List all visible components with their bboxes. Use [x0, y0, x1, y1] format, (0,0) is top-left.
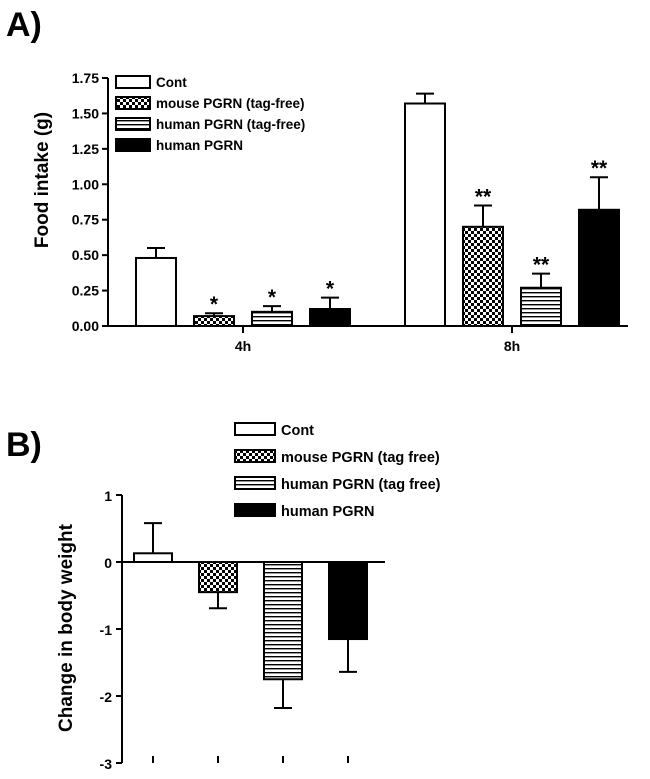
panel-a-y-tick-label: 0.75: [72, 212, 99, 228]
panel-b-bar: [133, 552, 173, 563]
panel-a-bar: [462, 225, 504, 327]
panel-a-y-tick-label: 1.75: [72, 70, 99, 86]
panel-b-legend-label: mouse PGRN (tag free): [281, 450, 440, 466]
panel-a-legend: Cont mouse PGRN (tag-free) human PGRN (tag…: [115, 75, 305, 153]
panel-a: A) Food intake (g) 0.00 0.25 0.50 0.75 1.00 1…: [6, 6, 628, 354]
panel-a-y-tick-label: 1.50: [72, 105, 99, 121]
panel-b-ylabel: Change in body weight: [56, 523, 77, 732]
panel-b-y-tick-label: -2: [100, 689, 113, 705]
panel-a-x-tick-label: 4h: [235, 338, 251, 354]
panel-a-y-tick-label: 0.00: [72, 318, 99, 334]
panel-a-legend-swatch: [115, 75, 151, 89]
panel-a-bar: [251, 310, 293, 328]
panel-a-ylabel: Food intake (g): [32, 112, 53, 248]
panel-a-legend-swatch: [115, 117, 151, 131]
panel-b-y-tick-label: 1: [104, 488, 112, 504]
panel-a-significance: **: [475, 186, 492, 209]
panel-b: B) Change in body weight 1 0 -1 -2 -3 Cont mo…: [6, 422, 441, 772]
panel-a-legend-label: human PGRN: [156, 138, 243, 153]
panel-a-bar: [578, 208, 620, 327]
panel-a-significance: *: [326, 278, 335, 301]
panel-b-legend-swatch: [234, 503, 276, 517]
panel-a-significance: **: [533, 254, 550, 277]
panel-b-legend-label: human PGRN: [281, 504, 374, 520]
panel-b-label: B): [6, 426, 42, 464]
panel-b-legend-swatch: [234, 449, 276, 463]
panel-a-x-tick-label: 8h: [504, 338, 520, 354]
panel-a-bar: [135, 256, 177, 327]
panel-a-label: A): [6, 6, 42, 44]
panel-a-y-tick-label: 1.00: [72, 176, 99, 192]
panel-b-y-tick-label: -1: [100, 622, 113, 638]
panel-b-legend-swatch: [234, 476, 276, 490]
panel-b-plot: 1 0 -1 -2 -3: [100, 488, 385, 772]
panel-a-bar: [404, 102, 446, 327]
panel-b-bar: [198, 561, 238, 594]
panel-a-bar: [520, 286, 562, 328]
panel-a-bar: [309, 307, 351, 328]
panel-a-bar: [193, 315, 235, 327]
panel-a-y-tick-label: 1.25: [72, 141, 99, 157]
panel-a-y-tick-label: 0.50: [72, 247, 99, 263]
panel-b-bar: [328, 561, 368, 641]
panel-b-bar: [263, 561, 303, 681]
panel-b-legend: Cont mouse PGRN (tag free) human PGRN (tag…: [234, 422, 441, 520]
panel-a-significance: *: [268, 286, 277, 309]
panel-b-y-tick-label: 0: [104, 555, 112, 571]
panel-a-y-tick-label: 0.25: [72, 283, 99, 299]
panel-a-legend-label: human PGRN (tag-free): [156, 117, 305, 132]
panel-b-legend-label: human PGRN (tag free): [281, 477, 441, 493]
panel-a-legend-swatch: [115, 138, 151, 152]
panel-a-legend-label: mouse PGRN (tag-free): [156, 96, 305, 111]
panel-a-significance: *: [210, 293, 219, 316]
panel-b-y-tick-label: -3: [100, 756, 113, 772]
panel-a-legend-swatch: [115, 96, 151, 110]
panel-a-significance: **: [591, 157, 608, 180]
panel-b-legend-label: Cont: [281, 423, 314, 439]
panel-a-legend-label: Cont: [156, 75, 187, 90]
panel-b-legend-swatch: [234, 422, 276, 436]
